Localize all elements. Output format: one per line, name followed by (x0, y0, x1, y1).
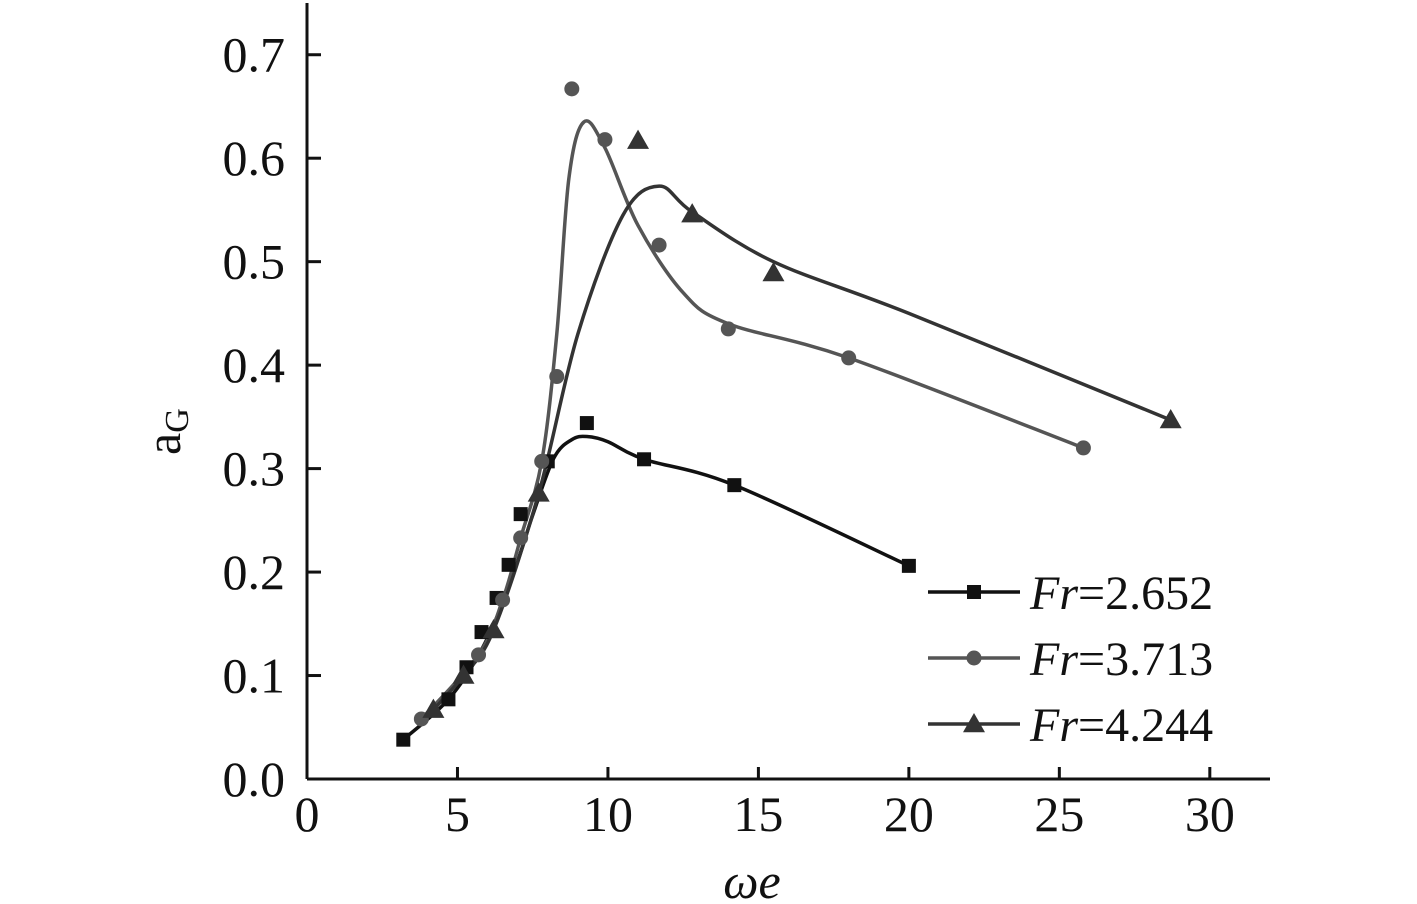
data-point-triangle (681, 203, 704, 223)
y-axis-label-main: a (135, 433, 191, 455)
x-tick-label: 30 (1185, 786, 1235, 842)
data-point-circle (495, 592, 511, 608)
legend-label-value: =4.244 (1078, 699, 1213, 752)
y-tick-label: 0.4 (223, 337, 286, 393)
data-point-square (579, 416, 594, 431)
data-point-circle (720, 321, 736, 337)
legend-label: Fr=2.652 (1029, 567, 1213, 620)
legend-label: Fr=4.244 (1029, 699, 1213, 752)
y-tick-label: 0.0 (223, 751, 286, 807)
data-point-circle (534, 453, 550, 469)
data-point-circle (651, 237, 667, 253)
data-point-triangle (762, 262, 785, 282)
series-line-1 (402, 434, 910, 741)
legend-marker (966, 650, 982, 666)
data-point-circle (564, 81, 580, 97)
data-point-square (901, 558, 916, 573)
y-tick-label: 0.3 (223, 441, 286, 497)
y-tick-label: 0.1 (223, 648, 286, 704)
data-point-triangle (452, 664, 475, 684)
data-point-triangle (1159, 408, 1182, 429)
x-tick-label: 0 (295, 786, 320, 842)
data-point-square (513, 507, 528, 522)
series-line-2 (420, 119, 1085, 721)
data-point-circle (597, 132, 613, 148)
data-point-square (501, 557, 516, 572)
data-point-triangle (482, 619, 505, 639)
y-axis-label-sub: G (159, 408, 196, 433)
data-point-circle (1075, 440, 1091, 456)
legend-label: Fr=3.713 (1029, 633, 1213, 686)
y-axis-label: aG (135, 408, 196, 455)
x-tick-label: 20 (884, 786, 934, 842)
y-ticks: 0.0 0.1 0.2 0.3 0.4 0.5 0.6 0.7 (223, 27, 321, 807)
data-point-square (441, 692, 456, 707)
legend-marker (967, 585, 981, 599)
x-tick-label: 10 (583, 786, 633, 842)
data-point-circle (549, 369, 565, 385)
legend-label-prefix: Fr (1029, 699, 1078, 752)
x-ticks: 0 5 10 15 20 25 30 (295, 767, 1235, 842)
legend-label-value: =3.713 (1078, 633, 1213, 686)
data-point-circle (513, 530, 529, 546)
legend-label-prefix: Fr (1029, 633, 1078, 686)
data-point-square (727, 478, 742, 493)
data-point-circle (841, 350, 857, 366)
data-point-circle (471, 647, 487, 663)
data-point-triangle (627, 129, 650, 149)
data-point-triangle (422, 698, 445, 718)
y-tick-label: 0.2 (223, 544, 286, 600)
x-axis-label: ωe (723, 853, 781, 904)
data-point-square (637, 452, 652, 467)
data-point-triangle (527, 482, 550, 502)
y-tick-label: 0.6 (223, 130, 286, 186)
x-tick-label: 15 (733, 786, 783, 842)
legend-label-prefix: Fr (1029, 567, 1078, 620)
axes (305, 3, 1270, 781)
x-tick-label: 5 (445, 786, 470, 842)
x-tick-label: 25 (1034, 786, 1084, 842)
legend-label-value: =2.652 (1078, 567, 1213, 620)
data-point-square (396, 732, 411, 747)
legend-marker (963, 713, 985, 733)
y-tick-label: 0.5 (223, 234, 286, 290)
series-markers (396, 81, 1182, 747)
y-tick-label: 0.7 (223, 27, 286, 83)
